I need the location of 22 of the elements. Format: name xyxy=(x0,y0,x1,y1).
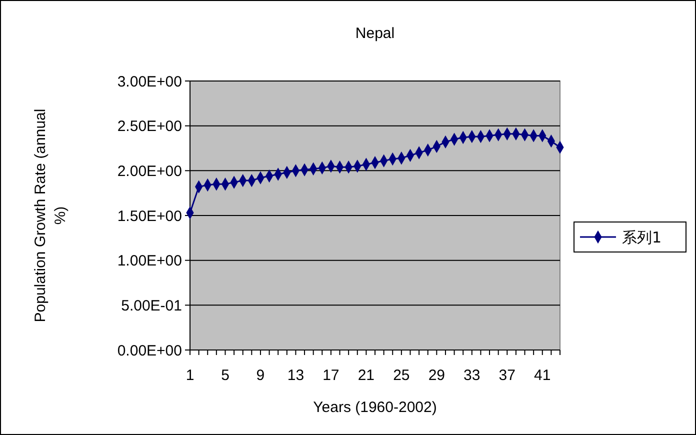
x-tick-label: 25 xyxy=(393,367,410,384)
y-tick-label: 2.50E+00 xyxy=(117,118,182,136)
y-tick-label: 0.00E+00 xyxy=(117,342,182,360)
x-tick-label: 13 xyxy=(287,367,304,384)
x-axis-title: Years (1960-2002) xyxy=(313,399,437,416)
x-tick-label: 21 xyxy=(358,367,375,384)
y-tick-label: 1.00E+00 xyxy=(117,252,182,270)
x-tick-label: 33 xyxy=(464,367,480,384)
legend-label: 系列1 xyxy=(622,228,662,246)
y-tick-label: 5.00E-01 xyxy=(121,297,182,314)
x-tick-label: 37 xyxy=(498,367,516,384)
x-tick-label: 29 xyxy=(428,367,446,384)
y-tick-label: 3.00E+00 xyxy=(117,73,182,90)
y-tick-label: 1.50E+00 xyxy=(117,208,182,225)
x-tick-label: 41 xyxy=(534,367,551,384)
chart-title: Nepal xyxy=(355,25,395,42)
x-tick-label: 5 xyxy=(221,367,230,384)
x-tick-label: 9 xyxy=(256,367,265,384)
x-tick-label: 17 xyxy=(322,367,340,384)
x-tick-label: 1 xyxy=(186,367,194,384)
y-axis-title: Population Growth Rate (annual %) xyxy=(32,108,69,322)
y-tick-label: 2.00E+00 xyxy=(117,162,182,180)
